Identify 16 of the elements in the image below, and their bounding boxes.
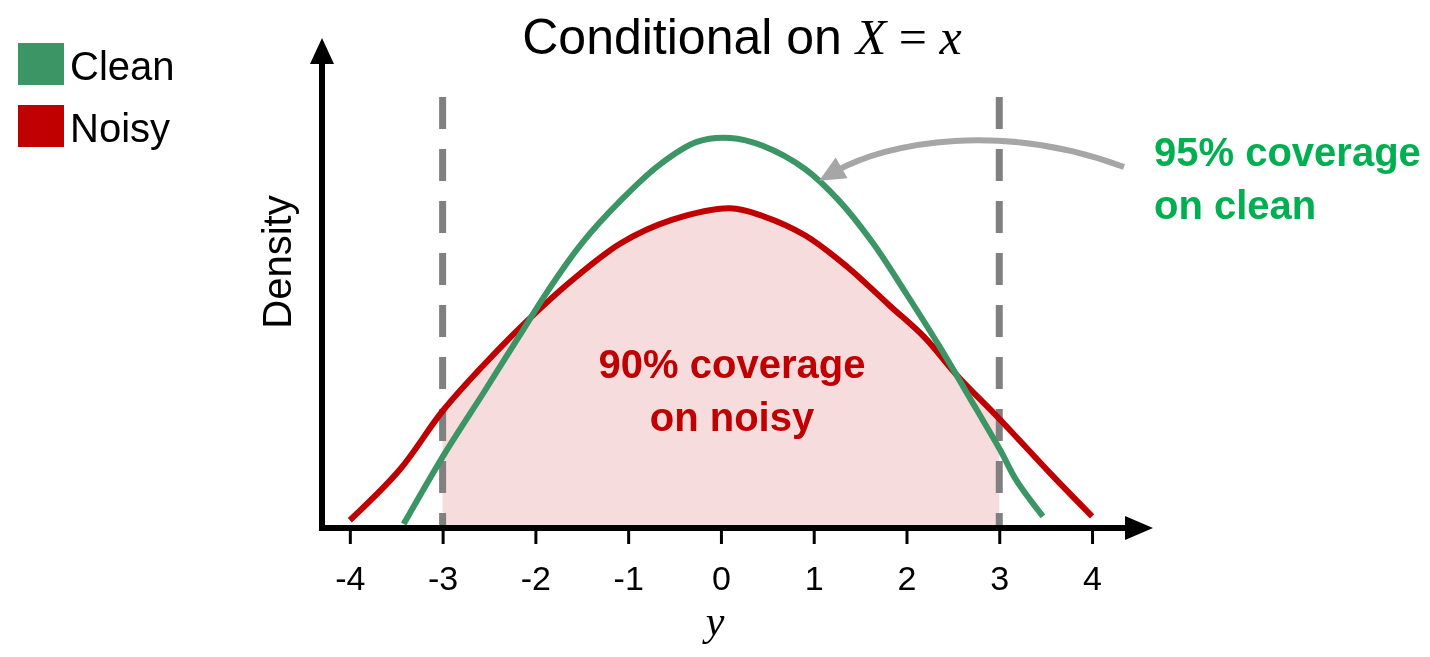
x-tick-label: -1 xyxy=(613,558,644,597)
x-axis-title: y xyxy=(701,597,725,644)
text: 95% coverage on clean xyxy=(1154,130,1421,227)
x-tick-label: 3 xyxy=(990,558,1010,597)
legend-label: Noisy xyxy=(70,106,171,150)
x-tick-label: 1 xyxy=(804,558,824,597)
chart-title: Conditional on X = x xyxy=(522,8,962,65)
y-axis-title: Density xyxy=(255,195,299,329)
x-tick-label: 4 xyxy=(1083,558,1103,597)
x-tick-label: -4 xyxy=(335,558,366,597)
x-tick-label: -3 xyxy=(427,558,459,597)
x-tick-label: -2 xyxy=(520,558,551,597)
x-tick-label: 2 xyxy=(897,558,917,597)
annotation: 90% coverage on noisy xyxy=(598,341,866,439)
legend-label: Clean xyxy=(70,44,175,88)
x-tick-label: 0 xyxy=(711,558,731,597)
